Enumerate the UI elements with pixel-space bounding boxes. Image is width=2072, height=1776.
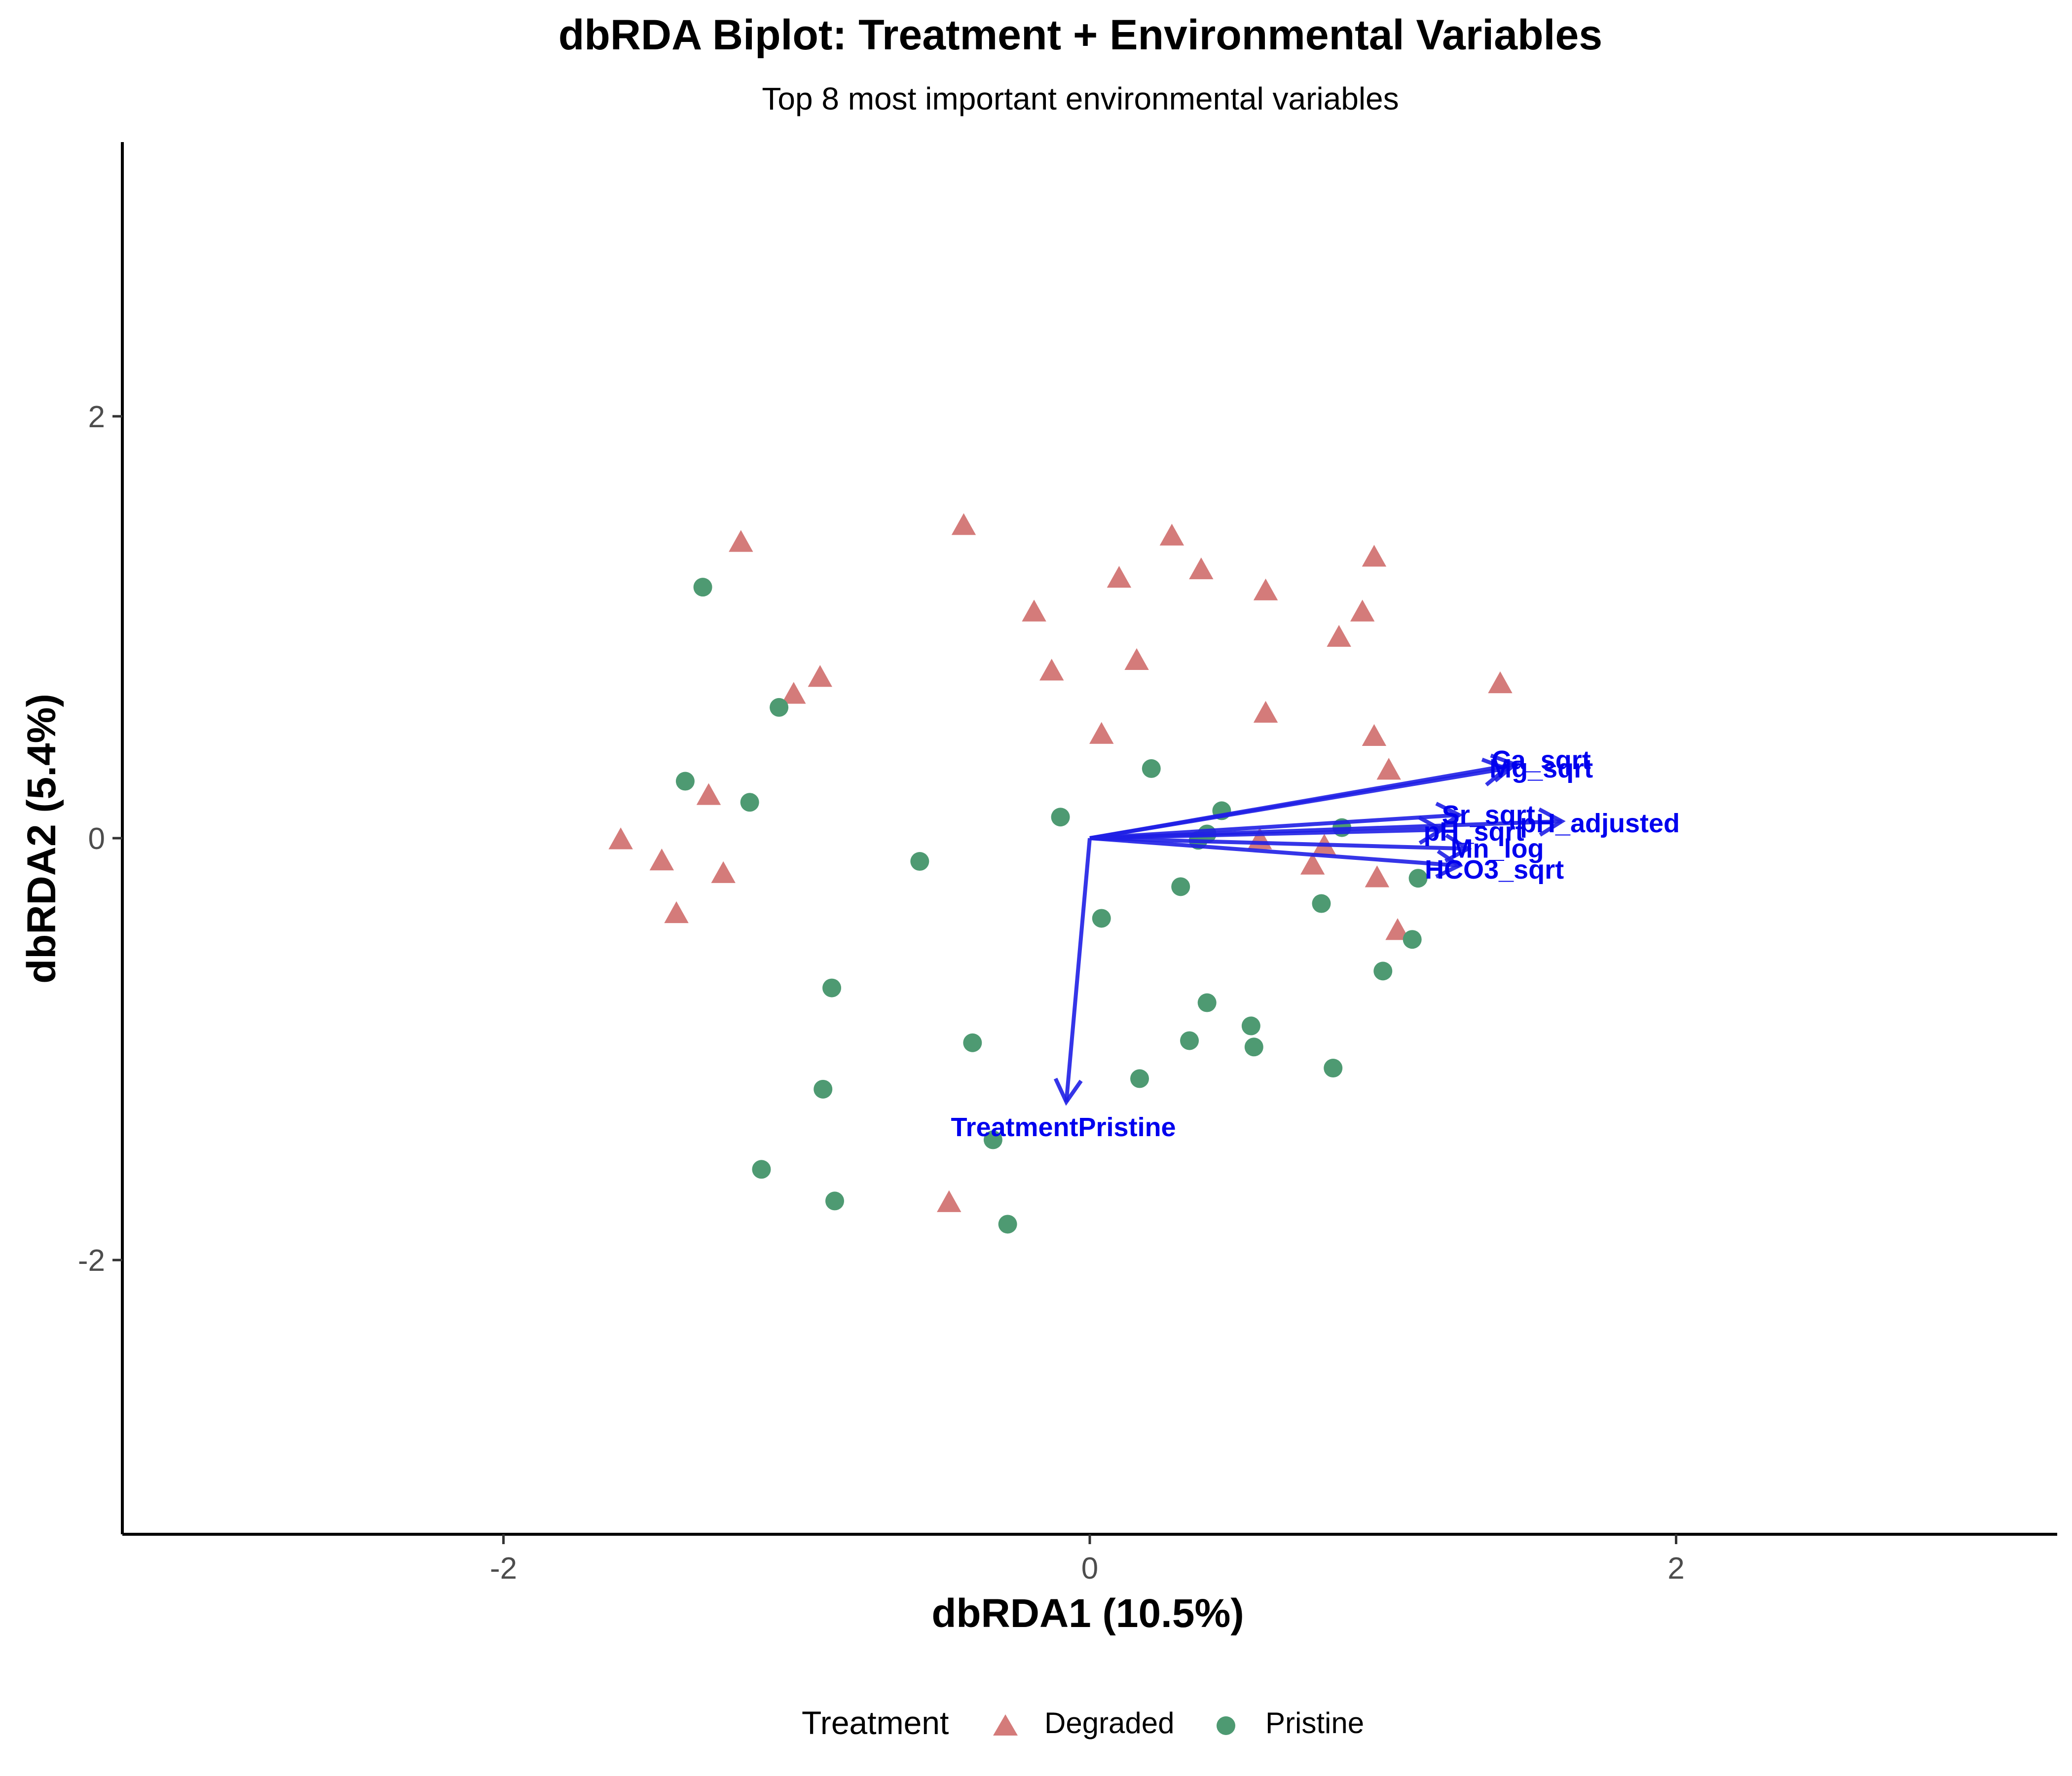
arrowhead-treatmentpristine bbox=[1053, 1077, 1083, 1106]
point-degraded bbox=[1253, 701, 1278, 723]
point-pristine bbox=[1241, 1016, 1260, 1036]
arrow-mg-sqrt bbox=[1089, 766, 1507, 840]
arrowhead-ca-sqrt bbox=[1490, 753, 1519, 782]
point-degraded bbox=[608, 827, 633, 850]
point-pristine bbox=[1244, 1037, 1263, 1057]
arrow-label-mn-log: Mn_log bbox=[1451, 834, 1544, 863]
point-degraded bbox=[1124, 648, 1149, 670]
arrow-label-ph-adjusted: pH_adjusted bbox=[1520, 809, 1680, 838]
point-degraded bbox=[664, 901, 689, 924]
point-pristine bbox=[910, 852, 929, 871]
point-pristine bbox=[740, 793, 759, 812]
point-pristine bbox=[822, 978, 842, 998]
point-degraded bbox=[711, 861, 736, 883]
point-degraded bbox=[729, 530, 753, 552]
legend-key-pristine bbox=[1217, 1716, 1235, 1735]
x-ticks: -2 0 2 bbox=[490, 1534, 1685, 1586]
arrow-label-ph-sqrt: pH_sqrt bbox=[1423, 817, 1524, 847]
point-pristine bbox=[770, 698, 789, 717]
point-pristine bbox=[1324, 1059, 1343, 1078]
point-pristine bbox=[1197, 993, 1217, 1012]
chart-subtitle: Top 8 most important environmental varia… bbox=[762, 81, 1399, 116]
arrow-label-ca-sqrt: Ca_sqrt bbox=[1492, 745, 1591, 775]
arrows-layer bbox=[1053, 753, 1566, 1106]
arrow-mn-log bbox=[1089, 836, 1468, 851]
arrow-label-hco3-sqrt: HCO3_sqrt bbox=[1425, 855, 1564, 885]
y-tick-label: 2 bbox=[88, 400, 105, 434]
point-degraded bbox=[1039, 659, 1064, 681]
point-degraded bbox=[1362, 724, 1387, 746]
point-pristine bbox=[963, 1033, 982, 1052]
point-degraded bbox=[1488, 671, 1513, 694]
point-pristine bbox=[1051, 808, 1070, 827]
point-pristine bbox=[1403, 930, 1422, 949]
y-axis-label: dbRDA2 (5.4%) bbox=[19, 694, 64, 984]
point-pristine bbox=[998, 1215, 1017, 1234]
point-pristine bbox=[693, 578, 712, 597]
points-layer bbox=[608, 513, 1513, 1234]
point-pristine bbox=[1312, 894, 1331, 913]
arrow-treatmentpristine bbox=[1064, 838, 1092, 1102]
arrow-hco3-sqrt bbox=[1089, 836, 1460, 868]
arrow-label-mg-sqrt: Mg_sqrt bbox=[1489, 754, 1593, 783]
y-tick-label: 0 bbox=[88, 822, 105, 856]
point-degraded bbox=[1365, 865, 1390, 888]
legend-label-pristine: Pristine bbox=[1265, 1706, 1364, 1739]
chart-title: dbRDA Biplot: Treatment + Environmental … bbox=[558, 11, 1602, 59]
point-degraded bbox=[1089, 722, 1114, 744]
arrowhead-hco3-sqrt bbox=[1435, 850, 1463, 879]
arrow-label-treatmentpristine: TreatmentPristine bbox=[951, 1112, 1176, 1142]
point-pristine bbox=[1092, 909, 1111, 928]
point-degraded bbox=[1327, 625, 1351, 647]
legend-label-degraded: Degraded bbox=[1044, 1706, 1175, 1739]
point-degraded bbox=[1350, 599, 1375, 622]
point-pristine bbox=[675, 772, 695, 791]
point-pristine bbox=[1373, 962, 1393, 981]
point-degraded bbox=[1022, 599, 1046, 622]
point-degraded bbox=[808, 665, 832, 687]
point-degraded bbox=[1189, 557, 1214, 580]
point-pristine bbox=[1180, 1031, 1199, 1050]
point-degraded bbox=[937, 1190, 962, 1212]
point-degraded bbox=[1159, 523, 1184, 546]
point-degraded bbox=[1300, 852, 1325, 875]
point-degraded bbox=[1253, 578, 1278, 600]
point-pristine bbox=[1142, 759, 1161, 778]
point-pristine bbox=[1130, 1069, 1149, 1088]
point-pristine bbox=[983, 1130, 1002, 1149]
point-degraded bbox=[781, 682, 806, 704]
point-pristine bbox=[1408, 869, 1428, 888]
point-degraded bbox=[1362, 545, 1387, 567]
point-degraded bbox=[696, 783, 721, 805]
point-pristine bbox=[814, 1079, 833, 1099]
y-ticks: -2 0 2 bbox=[78, 400, 122, 1278]
y-tick-label: -2 bbox=[78, 1244, 105, 1278]
point-pristine bbox=[825, 1191, 845, 1211]
x-axis-label: dbRDA1 (10.5%) bbox=[931, 1591, 1244, 1636]
legend-key-degraded bbox=[993, 1714, 1018, 1736]
point-degraded bbox=[649, 849, 674, 871]
arrowhead-mn-log bbox=[1444, 833, 1472, 863]
point-pristine bbox=[1171, 877, 1190, 896]
arrow-label-sr-sqrt: Sr_sqrt bbox=[1442, 800, 1535, 830]
point-degraded bbox=[1376, 758, 1401, 780]
x-tick-label: -2 bbox=[490, 1552, 517, 1586]
legend: Treatment Degraded Pristine bbox=[802, 1704, 1364, 1741]
arrow-ph-sqrt bbox=[1089, 827, 1442, 840]
x-tick-label: 2 bbox=[1667, 1552, 1684, 1586]
point-pristine bbox=[752, 1160, 771, 1179]
arrowhead-ph-sqrt bbox=[1418, 815, 1446, 845]
x-tick-label: 0 bbox=[1081, 1552, 1098, 1586]
legend-title: Treatment bbox=[802, 1704, 949, 1741]
point-degraded bbox=[1385, 918, 1410, 940]
arrowhead-mg-sqrt bbox=[1481, 757, 1510, 787]
point-degraded bbox=[1107, 566, 1132, 588]
point-degraded bbox=[951, 513, 976, 535]
arrowhead-ph-adjusted bbox=[1538, 807, 1566, 837]
